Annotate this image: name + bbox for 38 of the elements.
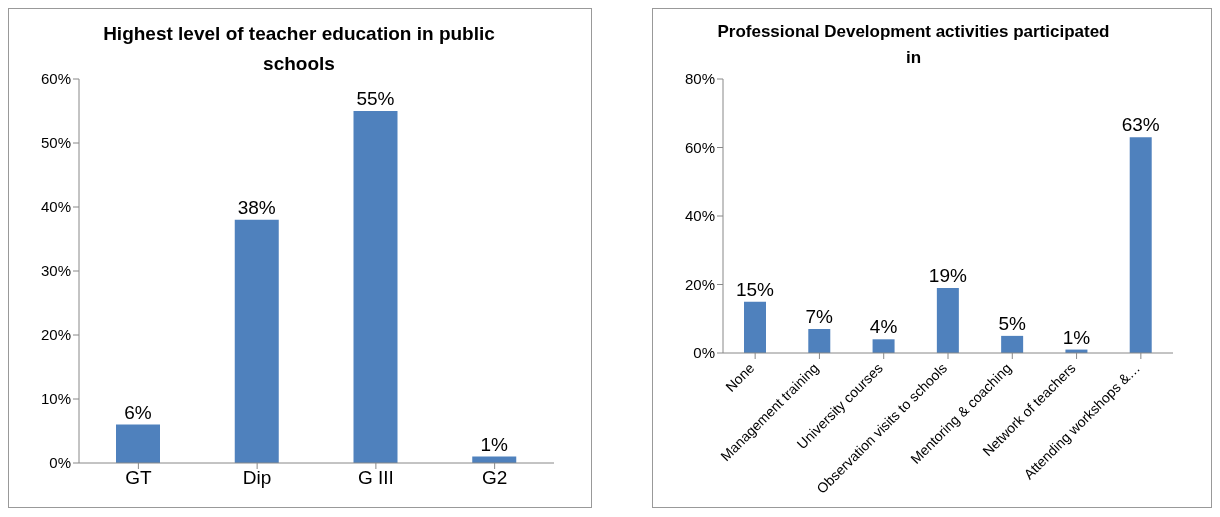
y-tick-label: 0%	[693, 344, 716, 362]
y-tick-label: 20%	[685, 275, 716, 293]
y-tick-label: 60%	[685, 138, 716, 156]
data-label: 55%	[356, 88, 395, 109]
data-label: 19%	[929, 264, 968, 286]
bar	[937, 287, 960, 353]
data-label: 5%	[998, 312, 1027, 334]
data-label: 6%	[124, 401, 152, 423]
y-tick-label: 20%	[40, 326, 71, 344]
y-tick-label: 40%	[40, 198, 71, 216]
y-tick-label: 80%	[685, 70, 716, 88]
bar	[873, 339, 896, 353]
bar	[353, 111, 398, 463]
chart-title: Professional Development activities participated in	[716, 21, 1111, 69]
data-label: 38%	[237, 196, 276, 218]
x-tick-label: G2	[481, 467, 508, 489]
bar	[1130, 137, 1153, 353]
data-label: 1%	[480, 433, 509, 455]
y-tick-label: 10%	[40, 390, 71, 408]
chart-title: Highest level of teacher education in public schools	[102, 22, 496, 76]
data-label: 15%	[736, 278, 775, 300]
bar	[234, 219, 279, 463]
data-label: 63%	[1122, 114, 1161, 136]
data-label: 7%	[806, 306, 834, 328]
y-tick-label: 50%	[40, 134, 71, 152]
data-label: 4%	[870, 316, 898, 338]
x-tick-label: G III	[357, 467, 394, 489]
y-tick-label: 40%	[685, 207, 716, 225]
y-tick-label: 0%	[49, 454, 71, 472]
bar	[744, 301, 767, 353]
y-tick-label: 60%	[40, 70, 71, 88]
x-tick-label: GT	[125, 467, 152, 489]
bar	[808, 329, 831, 353]
data-label: 1%	[1063, 326, 1091, 348]
x-tick-label: Dip	[242, 467, 272, 489]
bar	[1001, 335, 1024, 353]
bar	[116, 424, 160, 463]
y-tick-label: 30%	[40, 262, 71, 280]
